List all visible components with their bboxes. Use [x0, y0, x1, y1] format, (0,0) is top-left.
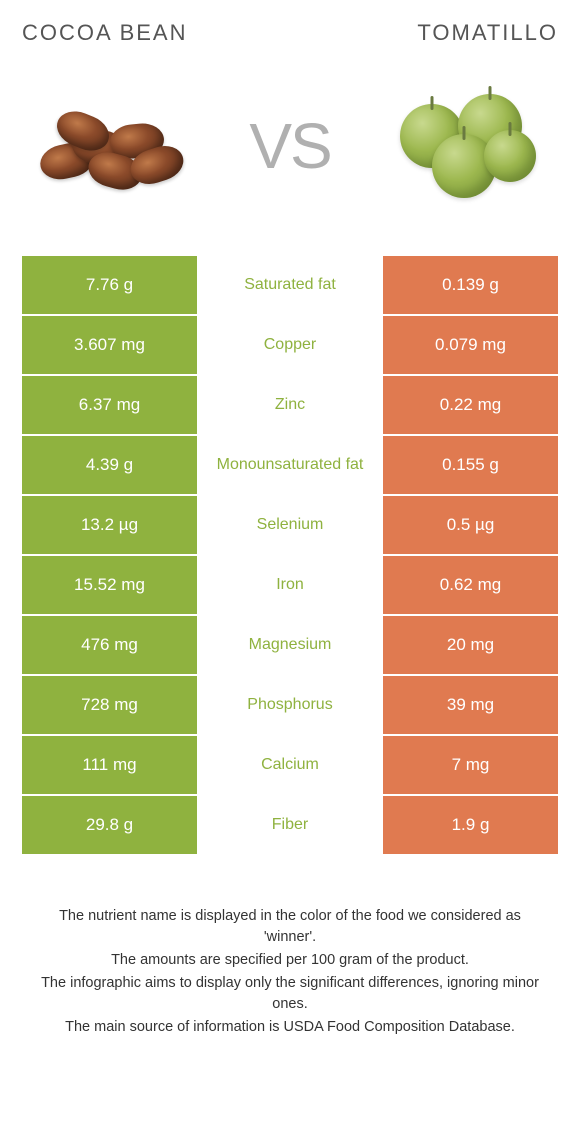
right-value-cell: 39 mg [383, 676, 558, 734]
footer-line-2: The amounts are specified per 100 gram o… [32, 950, 548, 971]
left-value-cell: 6.37 mg [22, 376, 197, 434]
table-row: 29.8 gFiber1.9 g [22, 796, 558, 854]
right-value-cell: 0.62 mg [383, 556, 558, 614]
footer-line-1: The nutrient name is displayed in the co… [32, 906, 548, 948]
table-row: 3.607 mgCopper0.079 mg [22, 316, 558, 374]
hero-section: VS [22, 76, 558, 216]
table-row: 15.52 mgIron0.62 mg [22, 556, 558, 614]
nutrient-label-cell: Saturated fat [197, 256, 383, 314]
right-value-cell: 0.079 mg [383, 316, 558, 374]
footer-notes: The nutrient name is displayed in the co… [22, 906, 558, 1038]
left-value-cell: 7.76 g [22, 256, 197, 314]
nutrient-label-cell: Iron [197, 556, 383, 614]
table-row: 476 mgMagnesium20 mg [22, 616, 558, 674]
right-food-title: TOMATILLO [417, 20, 558, 46]
right-value-cell: 7 mg [383, 736, 558, 794]
left-value-cell: 3.607 mg [22, 316, 197, 374]
left-value-cell: 13.2 µg [22, 496, 197, 554]
table-row: 728 mgPhosphorus39 mg [22, 676, 558, 734]
tomatillo-image [388, 76, 548, 216]
cocoa-bean-image [32, 76, 192, 216]
nutrient-label-cell: Zinc [197, 376, 383, 434]
nutrient-label-cell: Fiber [197, 796, 383, 854]
left-value-cell: 4.39 g [22, 436, 197, 494]
table-row: 7.76 gSaturated fat0.139 g [22, 256, 558, 314]
right-value-cell: 0.5 µg [383, 496, 558, 554]
nutrient-label-cell: Phosphorus [197, 676, 383, 734]
left-food-title: COCOA BEAN [22, 20, 187, 46]
table-row: 6.37 mgZinc0.22 mg [22, 376, 558, 434]
table-row: 13.2 µgSelenium0.5 µg [22, 496, 558, 554]
nutrient-label-cell: Calcium [197, 736, 383, 794]
footer-line-3: The infographic aims to display only the… [32, 973, 548, 1015]
table-row: 4.39 gMonounsaturated fat0.155 g [22, 436, 558, 494]
left-value-cell: 15.52 mg [22, 556, 197, 614]
right-value-cell: 20 mg [383, 616, 558, 674]
right-value-cell: 0.139 g [383, 256, 558, 314]
nutrient-label-cell: Selenium [197, 496, 383, 554]
table-row: 111 mgCalcium7 mg [22, 736, 558, 794]
comparison-table: 7.76 gSaturated fat0.139 g3.607 mgCopper… [22, 256, 558, 856]
left-value-cell: 29.8 g [22, 796, 197, 854]
header: COCOA BEAN TOMATILLO [22, 20, 558, 46]
left-value-cell: 728 mg [22, 676, 197, 734]
left-value-cell: 111 mg [22, 736, 197, 794]
left-value-cell: 476 mg [22, 616, 197, 674]
right-value-cell: 0.22 mg [383, 376, 558, 434]
nutrient-label-cell: Monounsaturated fat [197, 436, 383, 494]
nutrient-label-cell: Copper [197, 316, 383, 374]
vs-label: VS [249, 109, 330, 183]
right-value-cell: 1.9 g [383, 796, 558, 854]
right-value-cell: 0.155 g [383, 436, 558, 494]
footer-line-4: The main source of information is USDA F… [32, 1017, 548, 1038]
nutrient-label-cell: Magnesium [197, 616, 383, 674]
